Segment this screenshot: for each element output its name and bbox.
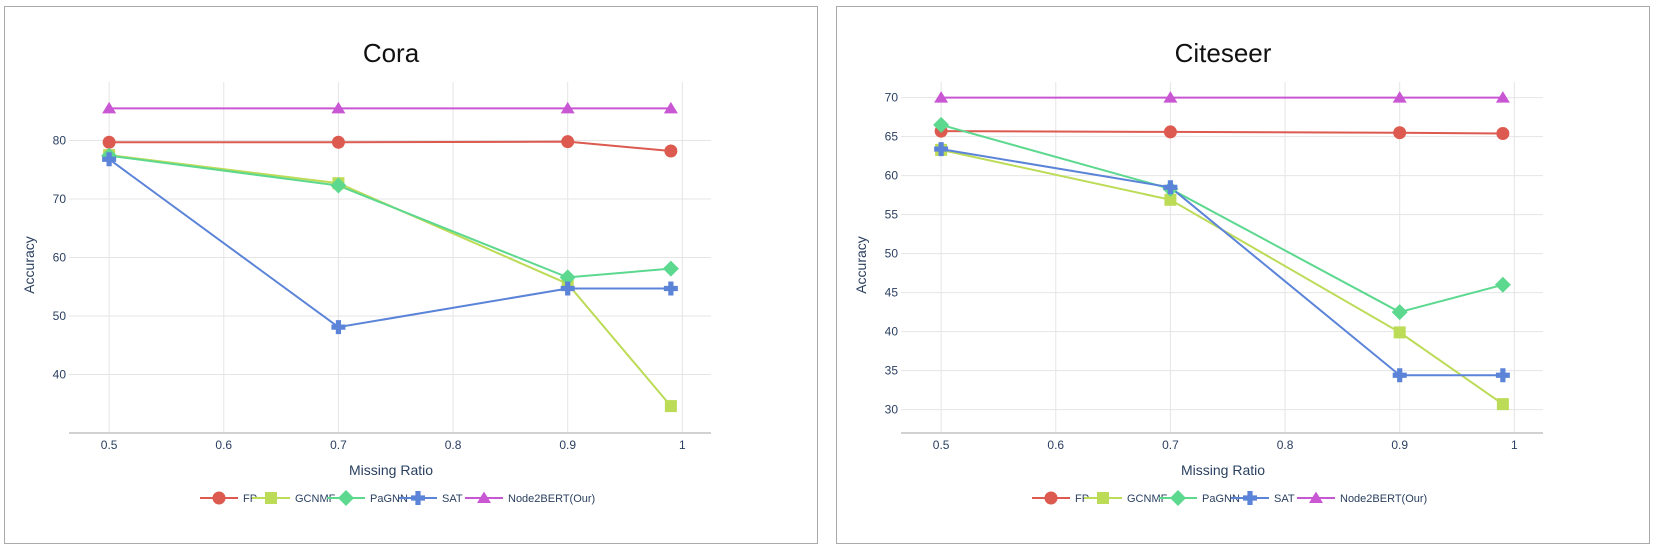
x-axis-title: Missing Ratio xyxy=(1181,462,1265,478)
y-axis-title: Accuracy xyxy=(21,236,37,294)
chart-panel-cora: Cora Missing Ratio Accuracy 0.5 0.6 0.7 0.8… xyxy=(4,6,818,544)
data-point xyxy=(664,400,677,413)
x-tick-label: 0.7 xyxy=(1162,438,1179,452)
chart-cora: Cora Missing Ratio Accuracy 0.5 0.6 0.7 0.8… xyxy=(21,38,711,506)
data-point xyxy=(102,101,117,114)
data-point xyxy=(662,260,679,277)
legend-label: FP xyxy=(243,493,257,505)
data-point xyxy=(330,177,347,194)
data-point xyxy=(560,281,575,296)
y-tick-label: 65 xyxy=(885,130,899,144)
x-tick-label: 0.8 xyxy=(445,438,462,452)
series-line xyxy=(940,148,1503,377)
legend-label: PaGNN xyxy=(1202,493,1240,505)
data-point xyxy=(102,152,117,167)
series-line xyxy=(108,154,671,279)
legend-marker xyxy=(1170,490,1186,506)
legend-marker xyxy=(212,491,226,505)
data-point xyxy=(934,91,949,103)
legend-label: Node2BERT(Our) xyxy=(508,493,595,505)
x-tick-label: 0.5 xyxy=(933,438,950,452)
x-tick-label: 1 xyxy=(1511,438,1518,452)
series-line xyxy=(108,158,671,329)
data-point xyxy=(1163,125,1177,139)
data-point xyxy=(663,281,678,296)
x-axis-title: Missing Ratio xyxy=(349,462,433,478)
series-line xyxy=(941,130,1503,135)
legend-label: GCNMF xyxy=(295,493,336,505)
legend-marker xyxy=(477,491,491,503)
data-point xyxy=(1495,368,1510,383)
data-point xyxy=(331,320,346,335)
x-tick-label: 0.9 xyxy=(1391,438,1408,452)
series-line xyxy=(109,140,671,153)
x-tick-label: 0.8 xyxy=(1277,438,1294,452)
data-point xyxy=(1163,180,1178,195)
data-point xyxy=(1164,193,1177,206)
x-tick-label: 1 xyxy=(679,438,686,452)
chart-title: Cora xyxy=(363,38,420,68)
y-tick-label: 30 xyxy=(885,403,899,417)
legend-label: Node2BERT(Our) xyxy=(1340,493,1427,505)
y-tick-label: 40 xyxy=(53,368,67,382)
y-tick-label: 35 xyxy=(885,364,899,378)
data-point xyxy=(1163,91,1178,103)
y-tick-label: 45 xyxy=(885,286,899,300)
legend-marker xyxy=(1044,491,1058,505)
y-tick-label: 70 xyxy=(53,192,67,206)
data-point xyxy=(1496,398,1509,411)
chart-title: Citeseer xyxy=(1175,38,1272,68)
data-point xyxy=(1496,126,1510,140)
legend-marker xyxy=(338,490,354,506)
legend-label: GCNMF xyxy=(1127,493,1168,505)
data-point xyxy=(560,101,575,114)
data-point xyxy=(664,144,678,158)
series-line xyxy=(109,154,672,407)
data-point xyxy=(663,101,678,114)
legend-marker xyxy=(1309,491,1323,503)
y-tick-label: 80 xyxy=(53,134,67,148)
chart-panel-citeseer: Citeseer Missing Ratio Accuracy 0.5 0.6 0.… xyxy=(836,6,1650,544)
legend-marker xyxy=(411,491,425,505)
x-tick-label: 0.9 xyxy=(559,438,576,452)
data-point xyxy=(1393,126,1407,140)
legend-label: SAT xyxy=(1274,493,1295,505)
x-tick-label: 0.5 xyxy=(101,438,118,452)
data-point xyxy=(933,116,950,133)
x-tick-label: 0.6 xyxy=(1047,438,1064,452)
y-tick-label: 40 xyxy=(885,325,899,339)
y-tick-label: 55 xyxy=(885,208,899,222)
data-point xyxy=(1393,326,1406,339)
data-point xyxy=(561,135,575,149)
y-axis-title: Accuracy xyxy=(853,236,869,294)
x-tick-label: 0.6 xyxy=(215,438,232,452)
x-tick-label: 0.7 xyxy=(330,438,347,452)
data-point xyxy=(331,135,345,149)
y-tick-label: 70 xyxy=(885,91,899,105)
data-point xyxy=(1494,276,1511,293)
legend-label: FP xyxy=(1075,493,1089,505)
legend-marker xyxy=(1097,492,1109,504)
y-tick-label: 50 xyxy=(885,247,899,261)
y-tick-label: 60 xyxy=(885,169,899,183)
legend-marker xyxy=(1243,491,1257,505)
y-tick-label: 50 xyxy=(53,309,67,323)
series-line xyxy=(940,123,1504,314)
data-point xyxy=(1392,91,1407,103)
data-point xyxy=(1392,368,1407,383)
chart-citeseer: Citeseer Missing Ratio Accuracy 0.5 0.6 0.… xyxy=(853,38,1543,506)
data-point xyxy=(1495,91,1510,103)
legend-label: SAT xyxy=(442,493,463,505)
data-point xyxy=(934,142,949,157)
series-line xyxy=(940,148,1504,405)
data-point xyxy=(1391,304,1408,321)
data-point xyxy=(331,101,346,114)
y-tick-label: 60 xyxy=(53,251,67,265)
legend-label: PaGNN xyxy=(370,493,408,505)
legend-marker xyxy=(265,492,277,504)
data-point xyxy=(559,269,576,286)
data-point xyxy=(102,135,116,149)
